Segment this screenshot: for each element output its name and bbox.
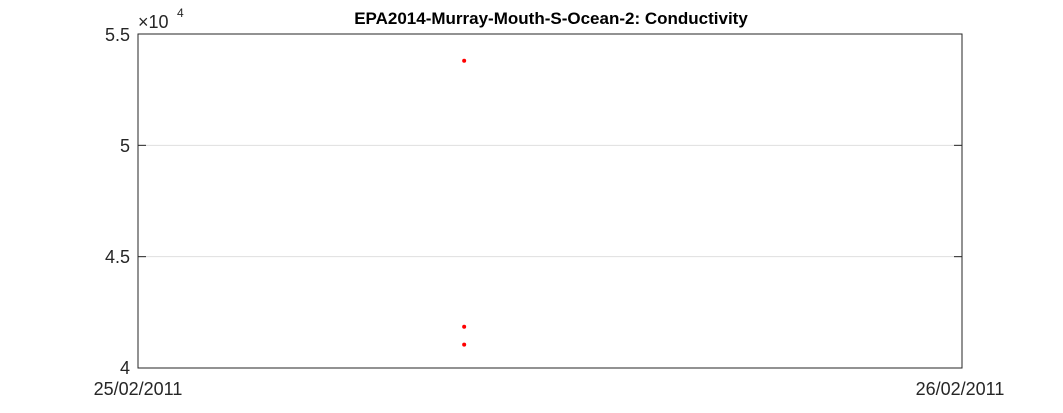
grid-lines xyxy=(138,144,962,258)
data-point xyxy=(462,342,467,347)
x-tick-label-start: 25/02/2011 xyxy=(94,379,183,399)
axis-ticks xyxy=(138,33,962,369)
data-points xyxy=(462,58,467,347)
y-axis-exponent-base: ×10 xyxy=(138,12,169,32)
data-point xyxy=(462,58,467,63)
y-axis-exponent-power: 4 xyxy=(177,6,184,20)
y-tick-label-4-5: 4.5 xyxy=(105,247,130,267)
y-tick-label-5: 5 xyxy=(120,136,130,156)
chart-title: EPA2014-Murray-Mouth-S-Ocean-2: Conducti… xyxy=(354,9,748,28)
x-tick-label-end: 26/02/2011 xyxy=(916,379,1005,399)
plot-area-border xyxy=(137,33,963,369)
y-tick-label-5-5: 5.5 xyxy=(105,25,130,45)
y-tick-label-4: 4 xyxy=(120,358,130,378)
y-axis-exponent: ×10 4 xyxy=(138,6,184,32)
data-point xyxy=(462,324,467,329)
